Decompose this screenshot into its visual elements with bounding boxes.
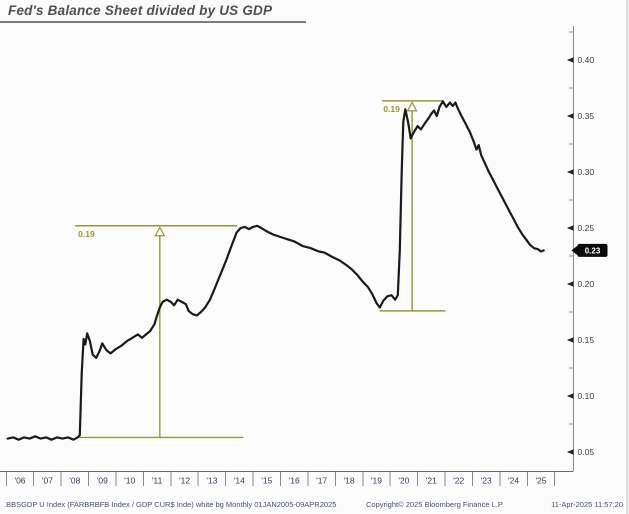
y-axis-label: 0.10 — [578, 391, 595, 401]
chart-title: Fed's Balance Sheet divided by US GDP — [8, 3, 273, 18]
y-axis-tick-arrow — [567, 57, 574, 63]
y-axis-tick-arrow — [567, 113, 574, 119]
x-axis-label: '16 — [289, 476, 300, 486]
chart-footer: .BBSGDP U Index (FARBRBFB Index / GDP CU… — [0, 497, 626, 511]
x-axis-label: '25 — [535, 476, 546, 486]
balance-sheet-gdp-line — [6, 100, 545, 441]
x-axis-label: '06 — [14, 476, 25, 486]
x-axis-label: '07 — [42, 476, 53, 486]
y-axis-tick-arrow — [567, 337, 574, 343]
x-axis-label: '10 — [124, 476, 135, 486]
last-value-badge-label: 0.23 — [585, 246, 601, 255]
y-axis-label: 0.20 — [578, 279, 595, 289]
y-axis-label: 0.30 — [578, 167, 595, 177]
y-axis-tick-arrow — [567, 169, 574, 175]
x-axis-label: '20 — [398, 476, 409, 486]
x-axis-label: '22 — [453, 476, 464, 486]
x-axis-label: '19 — [371, 476, 382, 486]
footer-timestamp: 11-Apr-2025 11:57:20 — [551, 500, 623, 509]
annotation-delta-label: 0.19 — [78, 229, 95, 239]
x-axis-label: '18 — [344, 476, 355, 486]
x-axis-label: '14 — [234, 476, 245, 486]
x-axis-label: '24 — [508, 476, 519, 486]
x-axis-label: '11 — [152, 476, 163, 486]
last-value-badge-pointer — [571, 245, 578, 256]
y-axis-label: 0.15 — [578, 335, 595, 345]
y-axis-tick-arrow — [567, 281, 574, 287]
x-axis-label: '08 — [69, 476, 80, 486]
annotation-arrowhead-icon — [406, 101, 418, 112]
x-axis-label: '15 — [261, 476, 272, 486]
annotation-arrowhead-icon — [154, 225, 166, 237]
x-axis-label: '17 — [316, 476, 327, 486]
y-axis-tick-arrow — [567, 449, 574, 455]
title-underline — [0, 21, 306, 23]
y-axis-label: 0.40 — [578, 55, 595, 65]
y-axis-label: 0.05 — [578, 447, 595, 457]
footer-copyright: Copyright© 2025 Bloomberg Finance L.P. — [366, 500, 504, 509]
x-axis-label: '13 — [206, 476, 217, 486]
annotation-delta-label: 0.19 — [383, 104, 400, 114]
x-axis-label: '21 — [426, 476, 437, 486]
y-axis-tick-arrow — [567, 393, 574, 399]
y-axis-label: 0.35 — [578, 111, 595, 121]
x-axis-label: '23 — [481, 476, 492, 486]
y-axis-label: 0.25 — [578, 223, 595, 233]
last-value-badge — [577, 243, 608, 257]
x-axis-label: '09 — [97, 476, 108, 486]
y-axis-tick-arrow — [567, 225, 574, 231]
x-axis-label: '12 — [179, 476, 190, 486]
footer-ticker-info: .BBSGDP U Index (FARBRBFB Index / GDP CU… — [4, 500, 337, 509]
